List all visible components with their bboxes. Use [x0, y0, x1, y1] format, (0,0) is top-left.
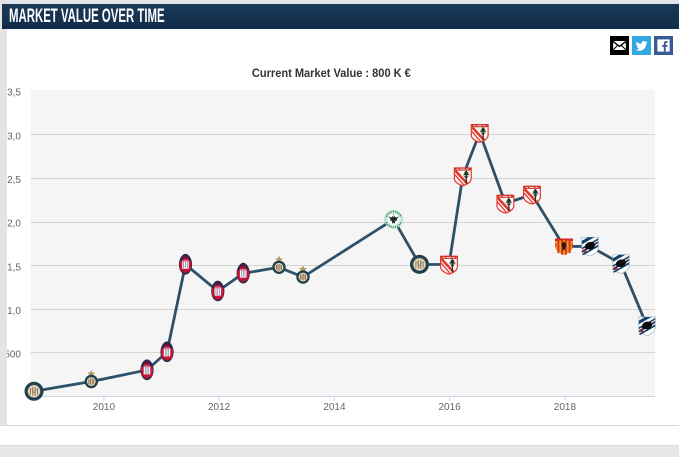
- svg-text:1,5: 1,5: [7, 262, 21, 273]
- svg-text:3,0: 3,0: [7, 131, 21, 142]
- svg-text:2016: 2016: [438, 402, 461, 413]
- svg-text:2014: 2014: [323, 402, 346, 413]
- svg-text:3,5: 3,5: [7, 88, 21, 99]
- svg-text:2010: 2010: [93, 402, 116, 413]
- svg-text:500: 500: [7, 350, 21, 361]
- svg-text:2,0: 2,0: [7, 219, 21, 230]
- svg-text:1,0: 1,0: [7, 306, 21, 317]
- svg-text:2012: 2012: [208, 402, 231, 413]
- svg-text:2018: 2018: [554, 402, 577, 413]
- svg-text:2,5: 2,5: [7, 175, 21, 186]
